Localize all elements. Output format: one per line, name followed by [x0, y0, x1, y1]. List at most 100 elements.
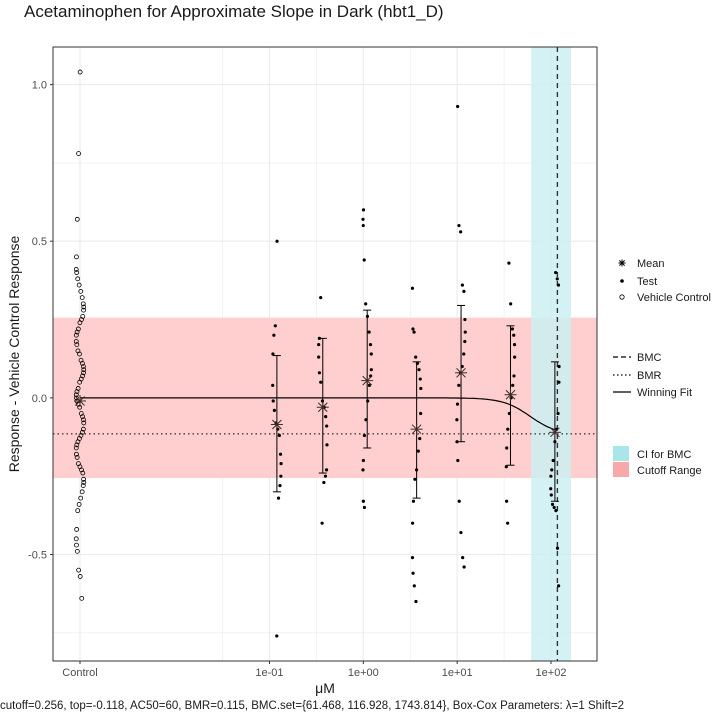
test-point	[461, 556, 465, 560]
test-point	[325, 443, 329, 447]
test-point	[510, 327, 514, 331]
vehicle-control-point	[73, 332, 79, 338]
mean-marker	[548, 426, 561, 439]
vehicle-control-point	[80, 470, 86, 476]
test-point	[417, 368, 421, 372]
vehicle-control-point	[75, 326, 81, 332]
vehicle-control-point	[80, 301, 86, 307]
vehicle-control-point	[76, 501, 82, 507]
test-point	[512, 333, 516, 337]
test-point	[364, 418, 368, 422]
legend: Mean Test Vehicle Control BMC BMR Winning Fit…	[613, 258, 711, 477]
winning-fit-curve	[80, 397, 558, 431]
test-point	[462, 289, 466, 293]
test-point	[323, 474, 328, 478]
test-point	[556, 283, 561, 287]
test-point	[324, 415, 328, 419]
vehicle-control-point	[73, 445, 79, 451]
legend-line-label: BMR	[637, 370, 662, 382]
test-point	[411, 499, 416, 503]
vehicle-control-point	[75, 386, 81, 391]
vehicle-control-point	[81, 420, 87, 426]
legend-line-label: Winning Fit	[637, 387, 692, 399]
panel-border	[52, 46, 598, 662]
vehicle-control-point	[73, 339, 79, 344]
test-point	[411, 327, 415, 331]
test-point	[279, 462, 283, 466]
test-point	[506, 521, 510, 525]
test-point	[505, 446, 509, 450]
vehicle-control-point	[75, 439, 81, 445]
test-point	[455, 440, 459, 444]
test-point	[361, 223, 365, 228]
vehicle-control-point	[74, 527, 80, 532]
vehicle-control-point	[81, 364, 86, 369]
chart-caption: cutoff=0.256, top=-0.118, AC50=60, BMR=0…	[0, 700, 625, 712]
test-point	[418, 436, 422, 441]
vehicle-control-point	[74, 254, 79, 260]
test-point	[369, 352, 373, 356]
test-point	[273, 324, 277, 328]
vehicle-control-point	[74, 542, 79, 548]
vehicle-control-point	[81, 480, 87, 485]
test-point	[512, 374, 516, 378]
test-point	[513, 355, 517, 359]
test-point	[319, 296, 323, 300]
test-point	[457, 383, 461, 387]
test-point	[463, 339, 467, 344]
x-tick-label: 1e-01	[255, 667, 283, 679]
vehicle-control-point	[77, 351, 82, 357]
ci-bmc-band	[531, 47, 571, 661]
vehicle-control-point	[74, 389, 80, 394]
test-point	[507, 261, 511, 265]
test-point	[325, 424, 329, 428]
test-point	[317, 343, 321, 347]
test-point	[414, 468, 419, 472]
mean-marker	[361, 374, 374, 387]
test-point	[416, 449, 420, 453]
test-point	[412, 330, 416, 334]
legend-point-label: Mean	[637, 258, 665, 270]
legend-fill-label: CI for BMC	[637, 449, 691, 461]
test-point	[459, 230, 463, 234]
test-point	[272, 408, 276, 412]
test-point	[411, 521, 415, 525]
test-point	[271, 352, 275, 356]
vehicle-control-point	[74, 329, 80, 335]
mean-marker	[504, 388, 517, 401]
test-point	[549, 493, 553, 497]
test-point	[557, 380, 561, 384]
test-point	[456, 104, 460, 109]
test-point	[317, 371, 322, 375]
test-point	[275, 239, 279, 243]
vehicle-control-point	[77, 379, 83, 385]
vehicle-control-point	[81, 476, 86, 482]
vehicle-control-point	[74, 270, 80, 275]
vehicle-control-point	[80, 483, 86, 488]
test-point	[505, 499, 509, 503]
vehicle-control-point	[81, 417, 86, 423]
test-point	[549, 474, 553, 478]
test-point	[319, 380, 323, 384]
vehicle-control-point	[74, 216, 80, 222]
legend-line-label: BMC	[637, 352, 662, 364]
x-tick-label: 1e+01	[442, 667, 473, 679]
test-point	[504, 465, 508, 469]
vehicle-control-point	[80, 414, 86, 420]
vehicle-control-point	[76, 282, 82, 288]
vehicle-control-point	[78, 288, 84, 294]
test-point	[418, 377, 422, 381]
test-point	[368, 343, 373, 347]
vehicle-control-point	[73, 267, 79, 272]
vehicle-control-point	[75, 508, 81, 514]
test-point	[412, 584, 416, 588]
test-point	[415, 361, 420, 365]
vehicle-control-point	[74, 548, 80, 554]
x-tick-label: 1e+00	[348, 667, 379, 679]
vehicle-control-point	[73, 395, 79, 401]
vehicle-control-point	[76, 151, 81, 156]
legend-mean-symbol	[618, 259, 626, 267]
vehicle-control-point	[81, 304, 87, 310]
test-point	[455, 402, 460, 406]
